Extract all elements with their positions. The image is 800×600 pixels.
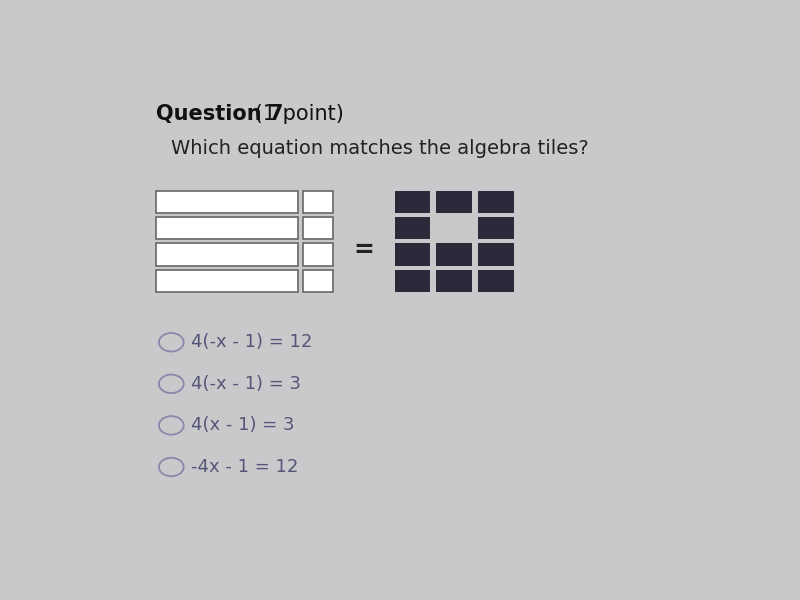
Text: =: = bbox=[353, 238, 374, 262]
Text: Which equation matches the algebra tiles?: Which equation matches the algebra tiles… bbox=[171, 139, 589, 158]
FancyBboxPatch shape bbox=[303, 217, 333, 239]
Text: -4x - 1 = 12: -4x - 1 = 12 bbox=[191, 458, 298, 476]
FancyBboxPatch shape bbox=[436, 191, 472, 213]
Text: (1 point): (1 point) bbox=[247, 104, 343, 124]
FancyBboxPatch shape bbox=[478, 191, 514, 213]
FancyBboxPatch shape bbox=[156, 244, 298, 266]
FancyBboxPatch shape bbox=[303, 244, 333, 266]
FancyBboxPatch shape bbox=[156, 270, 298, 292]
FancyBboxPatch shape bbox=[478, 244, 514, 266]
Text: 4(x - 1) = 3: 4(x - 1) = 3 bbox=[191, 416, 294, 434]
FancyBboxPatch shape bbox=[303, 191, 333, 213]
FancyBboxPatch shape bbox=[478, 217, 514, 239]
FancyBboxPatch shape bbox=[478, 270, 514, 292]
Text: 4(-x - 1) = 3: 4(-x - 1) = 3 bbox=[191, 375, 301, 393]
FancyBboxPatch shape bbox=[394, 217, 430, 239]
FancyBboxPatch shape bbox=[156, 191, 298, 213]
Text: 4(-x - 1) = 12: 4(-x - 1) = 12 bbox=[191, 333, 313, 351]
FancyBboxPatch shape bbox=[394, 270, 430, 292]
FancyBboxPatch shape bbox=[436, 270, 472, 292]
FancyBboxPatch shape bbox=[436, 244, 472, 266]
FancyBboxPatch shape bbox=[156, 217, 298, 239]
FancyBboxPatch shape bbox=[394, 244, 430, 266]
FancyBboxPatch shape bbox=[394, 191, 430, 213]
FancyBboxPatch shape bbox=[303, 270, 333, 292]
Text: Question 7: Question 7 bbox=[156, 104, 283, 124]
